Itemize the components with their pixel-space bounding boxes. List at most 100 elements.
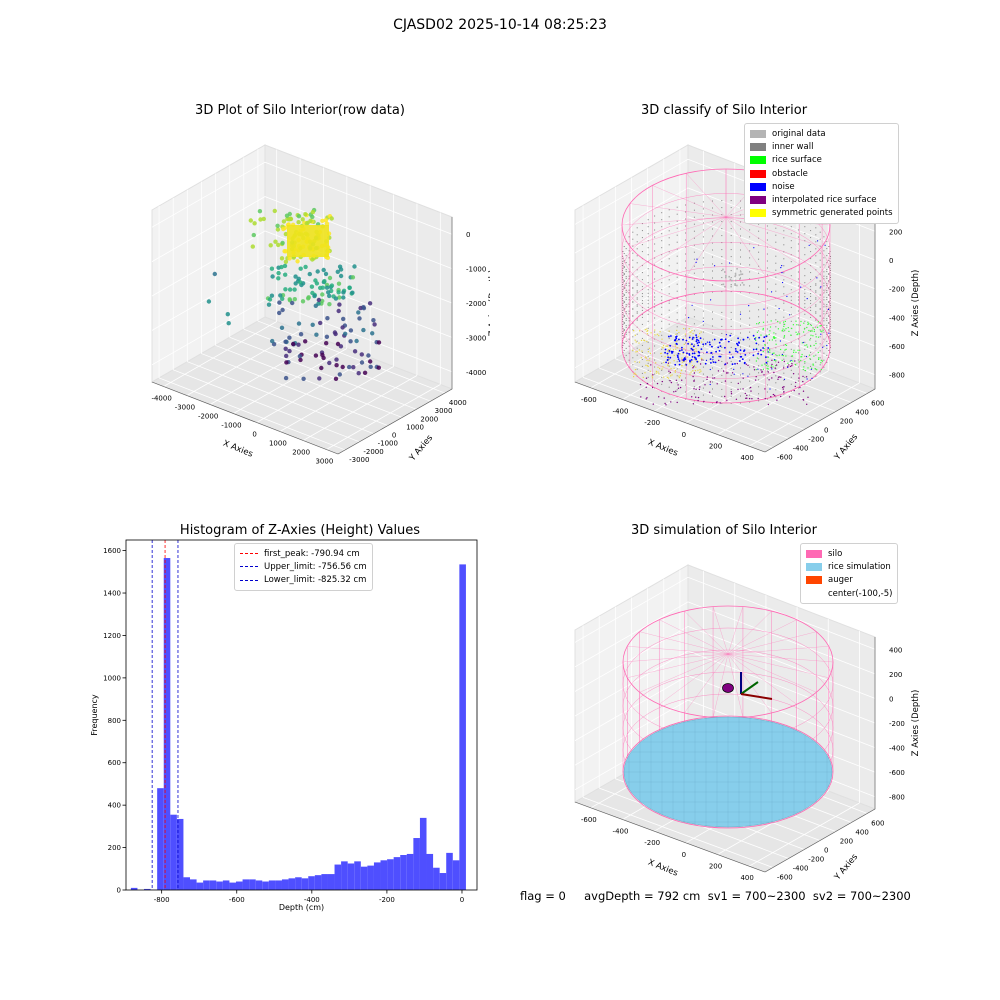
cls-inner-wall-point	[819, 350, 821, 352]
histogram-y-axis-label: Frequency	[90, 694, 99, 736]
cls-inner-wall-point	[641, 358, 643, 360]
legend-item: center(-100,-5)	[806, 587, 892, 600]
raw-point	[327, 275, 333, 281]
cls-rice-surface-point	[813, 330, 815, 333]
cls-interpolated-point	[742, 388, 744, 390]
cls-inner-wall-point	[766, 260, 768, 262]
cls-symmetric-point	[695, 348, 697, 350]
cls-inner-wall-point	[622, 333, 623, 334]
cls-silo-roof-rib	[652, 185, 727, 218]
cls-rice-surface-point	[769, 330, 771, 332]
cls-silo-roof-rib	[652, 216, 727, 265]
cls-interpolated-point	[692, 403, 695, 405]
cls-inner-wall-point	[740, 249, 741, 251]
cls-inner-wall-point	[622, 307, 624, 308]
cls-inner-wall-point	[823, 289, 825, 291]
cls-grid-y	[663, 330, 852, 403]
cls-inner-wall-point	[628, 359, 630, 361]
cls-noise-point	[753, 247, 755, 249]
cls-interpolated-point	[751, 398, 753, 400]
cls-inner-wall-point	[775, 326, 777, 328]
cls-inner-wall-point	[632, 231, 634, 233]
cls-inner-wall-point	[628, 285, 630, 287]
cls-inner-wall-point	[758, 344, 760, 346]
cls-inner-wall-point	[758, 251, 760, 253]
cls-interpolated-point	[761, 370, 763, 373]
cls-symmetric-point	[664, 356, 666, 358]
raw-plot-title: 3D Plot of Silo Interior(row data)	[195, 103, 405, 118]
histogram-bar	[334, 864, 342, 890]
histogram-bar	[459, 564, 466, 890]
raw-point	[324, 285, 330, 290]
cls-inner-wall-point	[740, 332, 741, 334]
raw-y-tick-label: 3000	[435, 407, 453, 415]
sim-x-tick-label: -200	[644, 839, 660, 847]
cls-inner-wall-point	[702, 331, 704, 333]
cls-inner-wall-point	[721, 332, 723, 334]
cls-inner-wall-point	[647, 303, 649, 305]
cls-inner-wall-point	[685, 295, 687, 297]
cls-symmetric-point	[681, 361, 683, 363]
raw-point	[301, 376, 306, 381]
cls-interpolated-point	[798, 393, 800, 395]
cls-inner-wall-point	[830, 263, 831, 264]
raw-point	[317, 376, 322, 381]
cls-rice-surface-point	[775, 359, 777, 361]
raw-point	[279, 264, 284, 270]
cls-symmetric-point	[697, 369, 699, 371]
cls-inner-wall-point	[676, 333, 678, 335]
raw-point	[356, 371, 361, 376]
raw-point	[288, 216, 294, 222]
raw-point	[292, 287, 297, 292]
cls-inner-wall-point	[730, 402, 732, 404]
cls-rice-surface-point	[815, 342, 817, 345]
cls-inner-wall-point	[702, 292, 704, 294]
cls-symmetric-point	[699, 332, 701, 335]
cls-grid-y	[582, 376, 773, 448]
cls-inner-wall-point	[815, 312, 817, 314]
cls-inner-wall-point	[815, 304, 817, 306]
cls-inner-wall-point	[766, 274, 768, 276]
legend-line-sample	[240, 553, 258, 555]
cls-noise-point	[735, 350, 737, 353]
cls-symmetric-point	[633, 330, 635, 332]
cls-inner-wall-point	[625, 248, 627, 250]
cls-rice-surface-point	[769, 349, 771, 351]
cls-symmetric-point	[645, 364, 647, 366]
cls-inner-wall-point	[740, 381, 741, 383]
cls-inner-wall-point	[730, 284, 732, 286]
cls-symmetric-point	[668, 348, 670, 351]
cls-inner-wall-point	[740, 284, 741, 286]
raw-point	[348, 328, 354, 333]
cls-inner-wall-point	[749, 236, 751, 238]
cls-inner-wall-point	[628, 257, 630, 259]
cls-rice-surface-point	[785, 355, 787, 357]
cls-rice-surface-point	[798, 333, 801, 335]
cls-inner-wall-point	[804, 376, 806, 378]
cls-rice-surface-point	[795, 351, 797, 353]
cls-rice-surface-point	[806, 346, 809, 348]
cls-inner-wall-point	[775, 255, 777, 257]
cls-inner-wall-point	[766, 328, 768, 330]
cls-inner-wall-point	[740, 318, 741, 320]
raw-x-tick-label: -2000	[198, 413, 218, 421]
histogram-bar	[367, 865, 374, 890]
cls-inner-wall-point	[810, 295, 812, 297]
histogram-bar	[144, 888, 151, 890]
raw-point	[320, 352, 325, 358]
cls-rice-surface-point	[801, 356, 803, 358]
cls-inner-wall-point	[625, 269, 627, 271]
cls-noise-point	[675, 337, 678, 340]
cls-inner-wall-point	[828, 280, 830, 281]
cls-inner-wall-point	[685, 391, 687, 393]
cls-inner-wall-point	[702, 285, 704, 287]
raw-point	[303, 264, 308, 270]
cls-original-point	[730, 285, 732, 288]
cls-interpolated-point	[794, 385, 796, 388]
cls-noise-point	[682, 338, 684, 341]
cls-noise-point	[709, 358, 712, 360]
cls-inner-wall-point	[823, 299, 825, 301]
cls-interpolated-point	[677, 384, 679, 386]
cls-inner-wall-point	[749, 373, 751, 375]
cls-rice-surface-point	[755, 337, 757, 339]
